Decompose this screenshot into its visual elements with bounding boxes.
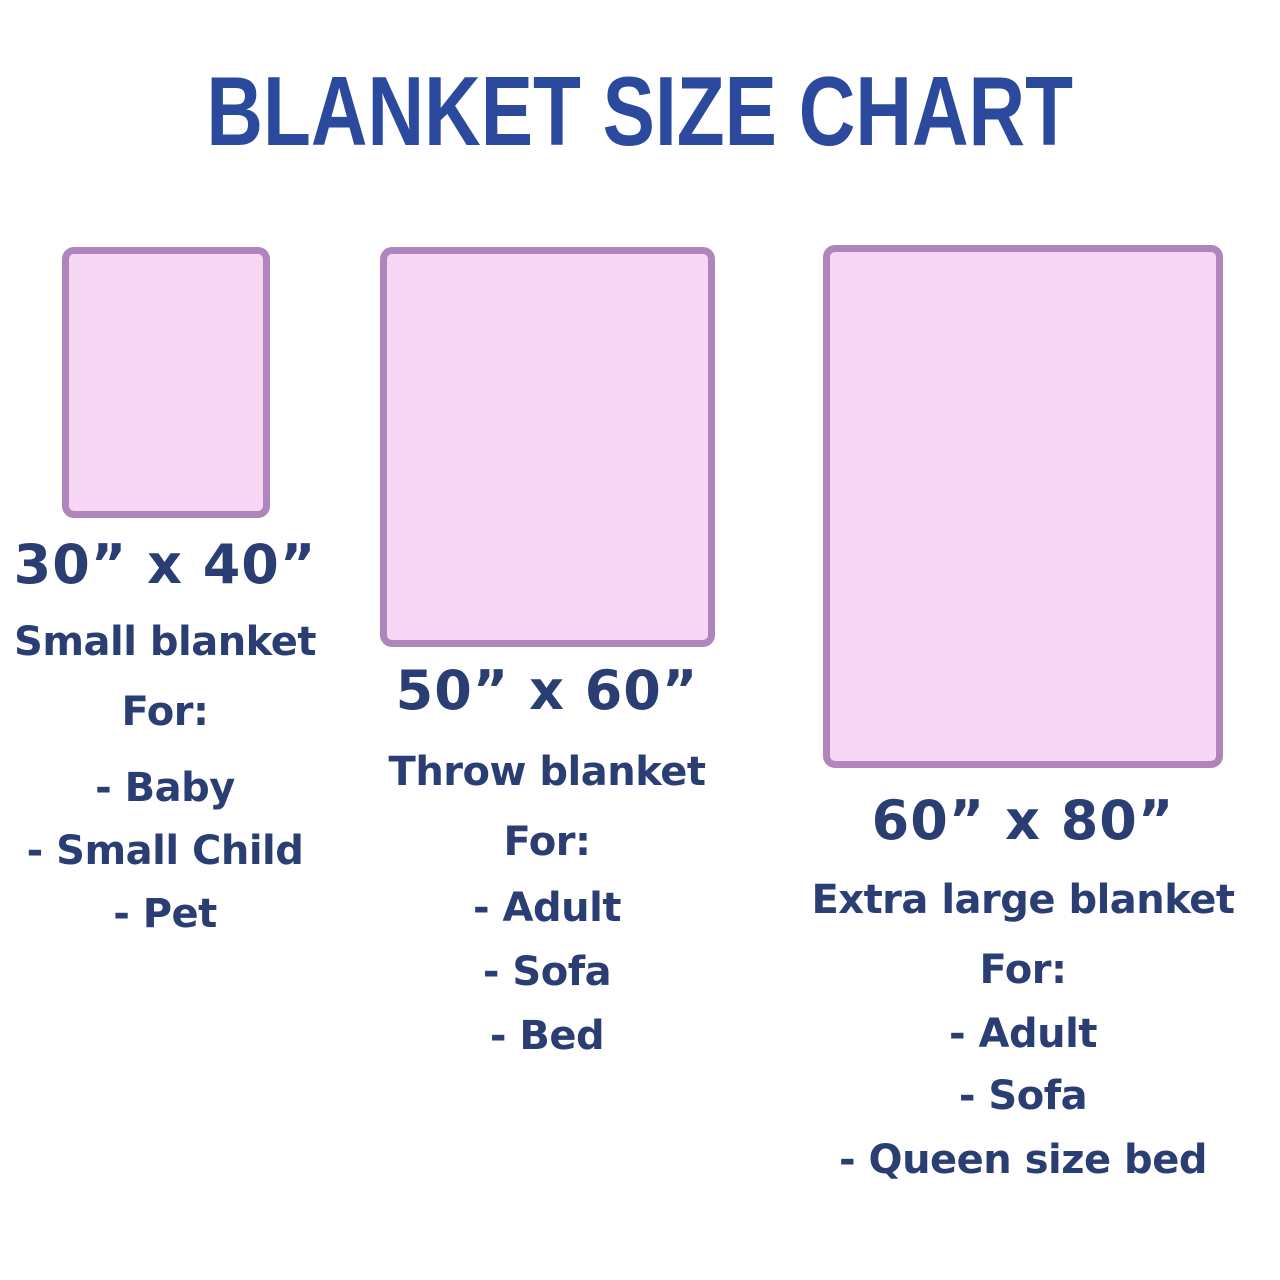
name-label-extra-large: Extra large blanket: [811, 877, 1235, 923]
use-item: - Adult: [949, 1011, 1097, 1057]
page-title-wrap: BLANKET SIZE CHART: [0, 62, 1280, 160]
column-throw-blanket: 50” x 60” Throw blanket For: - Adult - S…: [362, 0, 732, 1280]
blanket-rect-throw: [380, 247, 715, 647]
use-item: - Bed: [489, 1013, 605, 1059]
column-extra-large-blanket: 60” x 80” Extra large blanket For: - Adu…: [803, 0, 1243, 1280]
use-item: - Pet: [113, 891, 217, 937]
name-label-small: Small blanket: [14, 619, 316, 665]
size-label-small: 30” x 40”: [13, 533, 317, 596]
column-small-blanket: 30” x 40” Small blanket For: - Baby - Sm…: [0, 0, 330, 1280]
use-item: - Queen size bed: [839, 1137, 1207, 1183]
for-label-small: For:: [121, 689, 209, 735]
use-item: - Adult: [473, 885, 621, 931]
use-item: - Baby: [95, 765, 235, 811]
blanket-rect-small: [62, 247, 270, 518]
for-label-throw: For:: [503, 819, 591, 865]
size-label-extra-large: 60” x 80”: [871, 789, 1175, 852]
use-item: - Sofa: [958, 1073, 1088, 1119]
page-title: BLANKET SIZE CHART: [206, 56, 1074, 166]
use-item: - Small Child: [26, 828, 304, 874]
blanket-rect-extra-large: [823, 245, 1223, 768]
for-label-extra-large: For:: [979, 947, 1067, 993]
name-label-throw: Throw blanket: [388, 749, 706, 795]
use-item: - Sofa: [482, 949, 612, 995]
size-label-throw: 50” x 60”: [395, 659, 699, 722]
